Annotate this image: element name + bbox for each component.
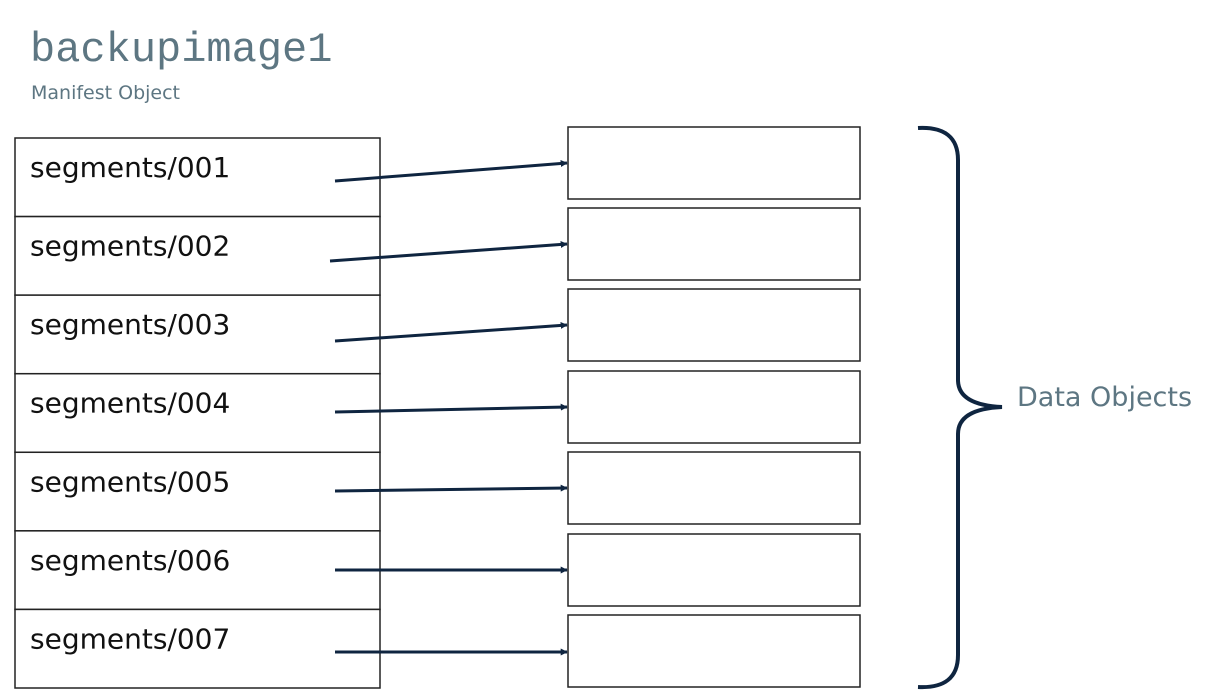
data-object [567, 288, 861, 362]
segment-label: segments/001 [30, 151, 230, 184]
segment-cell [14, 215, 381, 296]
segment-cell [14, 530, 381, 611]
brace-label: Data Objects [1017, 382, 1192, 413]
segment-label: segments/004 [30, 387, 230, 420]
segment-label: segments/003 [30, 308, 230, 341]
segment-cell [14, 294, 381, 375]
segment-label: segments/006 [30, 544, 230, 577]
segment-cell [14, 608, 381, 689]
arrow [329, 240, 568, 263]
manifest: segments/001 segments/002 segments/003 segm… [14, 126, 861, 689]
brace [917, 125, 1003, 690]
subtitle: Manifest Object [31, 82, 180, 104]
arrow [334, 159, 568, 183]
arrow [334, 403, 568, 414]
arrow [334, 484, 568, 493]
title: backupimage1 [30, 26, 332, 74]
data-object [567, 126, 861, 200]
arrow [334, 321, 568, 343]
segment-cell [14, 451, 381, 532]
data-object [567, 207, 861, 281]
segment-label: segments/007 [30, 622, 230, 655]
data-object [567, 533, 861, 607]
segment-label: segments/002 [30, 230, 230, 263]
segment-label: segments/005 [30, 465, 230, 498]
segment-cell [14, 137, 381, 218]
segment-cell [14, 372, 381, 454]
data-object [567, 614, 861, 688]
data-object [567, 370, 861, 444]
data-object [567, 451, 861, 525]
